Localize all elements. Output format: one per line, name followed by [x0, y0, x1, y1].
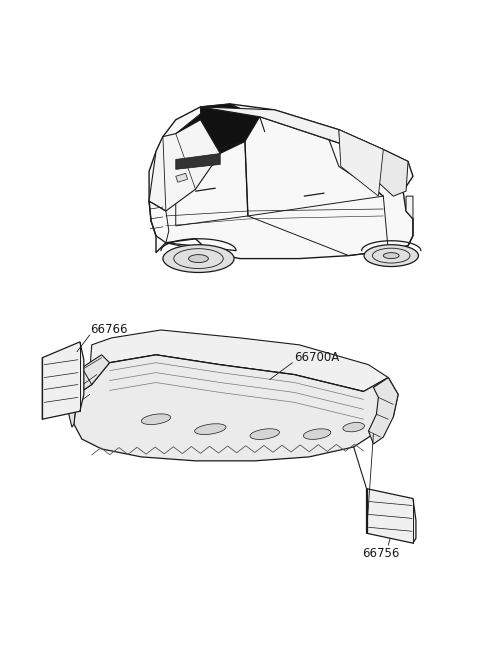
Ellipse shape [364, 245, 419, 267]
Ellipse shape [195, 424, 226, 434]
Ellipse shape [53, 365, 61, 370]
Polygon shape [42, 342, 84, 419]
Polygon shape [367, 489, 416, 543]
Text: 66700A: 66700A [294, 351, 340, 364]
Ellipse shape [384, 253, 399, 259]
Ellipse shape [141, 414, 171, 424]
Polygon shape [74, 355, 398, 461]
Ellipse shape [163, 245, 234, 272]
Polygon shape [176, 153, 220, 170]
Polygon shape [176, 174, 188, 182]
Polygon shape [149, 120, 220, 211]
Polygon shape [67, 355, 109, 427]
Text: 66766: 66766 [90, 324, 127, 337]
Polygon shape [339, 130, 384, 196]
Ellipse shape [343, 422, 364, 432]
Polygon shape [369, 377, 398, 444]
Text: 66756: 66756 [361, 546, 399, 559]
Ellipse shape [384, 515, 393, 520]
Polygon shape [369, 149, 408, 196]
Ellipse shape [53, 395, 61, 400]
Ellipse shape [189, 255, 208, 263]
Polygon shape [406, 196, 413, 219]
Polygon shape [163, 104, 260, 159]
Ellipse shape [250, 429, 279, 440]
Ellipse shape [303, 429, 331, 440]
Polygon shape [149, 104, 413, 259]
Polygon shape [90, 330, 388, 392]
Ellipse shape [384, 501, 393, 506]
Ellipse shape [53, 380, 61, 385]
Polygon shape [201, 107, 384, 157]
Ellipse shape [384, 528, 393, 533]
Polygon shape [77, 363, 109, 394]
